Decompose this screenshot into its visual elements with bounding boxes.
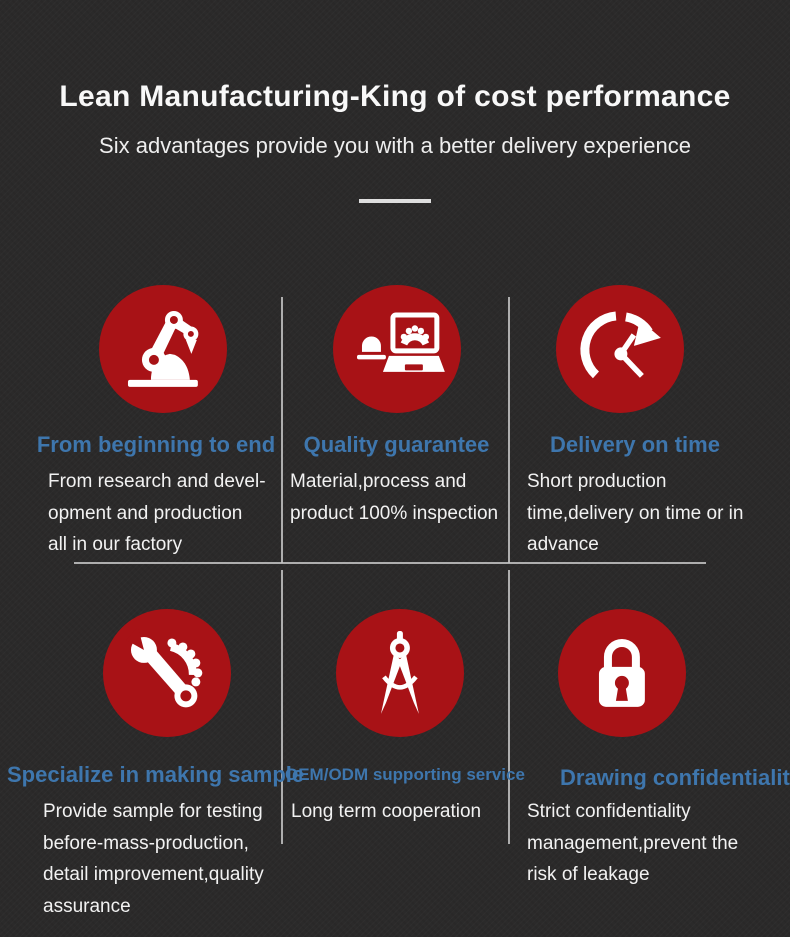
advantage-text-line: before-mass-production, <box>43 832 249 854</box>
advantage-text-line: advance <box>527 534 599 555</box>
advantage-title: OEM/ODM supporting service <box>285 765 525 784</box>
advantage-description: Provide sample for testing before-mass-p… <box>43 796 281 922</box>
drafting-compass-icon <box>336 609 464 737</box>
advantage-text-line: detail improvement,quality <box>43 864 264 885</box>
vertical-divider <box>281 570 283 844</box>
advantage-text-line: time,delivery on time or in <box>527 502 744 524</box>
horizontal-divider <box>74 562 706 564</box>
wrench-gear-icon <box>103 609 231 737</box>
page-title: Lean Manufacturing-King of cost performa… <box>59 80 731 113</box>
clock-arrow-icon <box>556 285 684 413</box>
advantage-text-line: opment and production <box>48 502 243 524</box>
inspection-laptop-icon <box>333 285 461 413</box>
advantage-description: Material,process and product 100% inspec… <box>290 466 508 529</box>
vertical-divider <box>508 297 510 563</box>
advantage-title: From beginning to end <box>36 432 276 457</box>
title-underline-divider <box>359 199 431 203</box>
robot-arm-icon <box>99 285 227 413</box>
advantage-description: From research and devel- opment and prod… <box>48 466 280 561</box>
padlock-icon <box>558 609 686 737</box>
vertical-divider <box>281 297 283 563</box>
advantage-description: Short production time,delivery on time o… <box>527 466 777 561</box>
advantage-text-line: Material,process and <box>290 471 467 492</box>
vertical-divider <box>508 570 510 844</box>
advantage-text-line: Short production <box>527 471 667 492</box>
page-subtitle: Six advantages provide you with a better… <box>99 133 691 158</box>
advantage-text-line: Provide sample for testing <box>43 801 263 822</box>
advantage-text-line: Strict confidentiality <box>527 801 691 822</box>
advantage-text-line: Long term cooperation <box>291 801 482 822</box>
advantage-description: Strict confidentiality management,preven… <box>527 796 782 891</box>
advantage-text-line: From research and devel- <box>48 471 266 492</box>
advantage-description: Long term cooperation <box>291 796 507 828</box>
advantage-text-line: assurance <box>43 895 131 917</box>
advantage-title: Specialize in making sample <box>7 762 305 787</box>
advantage-text-line: product 100% inspection <box>290 502 499 524</box>
advantage-title: Quality guarantee <box>303 432 490 457</box>
advantage-title: Delivery on time <box>550 432 720 457</box>
advantage-text-line: all in our factory <box>48 534 183 555</box>
advantage-text-line: risk of leakage <box>527 864 650 885</box>
advantage-text-line: management,prevent the <box>527 832 739 854</box>
advantage-title: Drawing confidentiality <box>560 765 790 790</box>
